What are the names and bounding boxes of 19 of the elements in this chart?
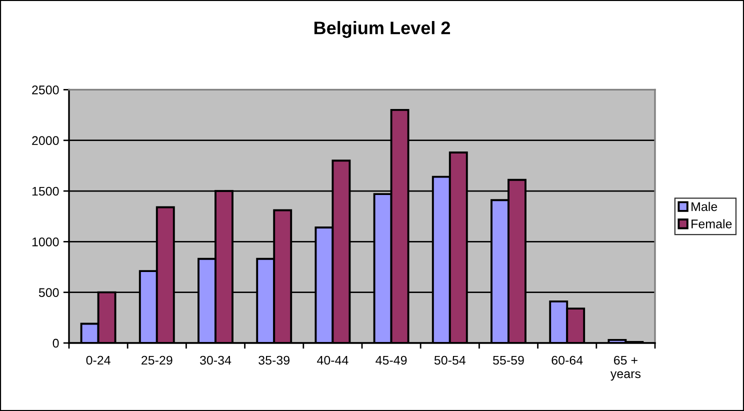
y-tick-label: 1500 <box>32 186 59 196</box>
x-tick-label: 50-54 <box>434 356 466 365</box>
x-tick-label: 45-49 <box>376 356 407 365</box>
x-tick-label: 30-34 <box>200 356 232 365</box>
x-tick-label: 0-24 <box>86 356 110 365</box>
x-tick-label: 55-59 <box>493 356 524 365</box>
y-tick-label: 2000 <box>32 136 59 146</box>
y-tick-label: 2500 <box>32 86 59 94</box>
chart-title: Belgium Level 2 <box>314 21 450 38</box>
legend-label: Male <box>692 202 718 212</box>
x-tick-label: 65 + years <box>610 356 641 381</box>
x-tick-label: 60-64 <box>552 356 583 365</box>
legend-label: Female <box>692 219 732 228</box>
x-tick-label: 25-29 <box>142 356 172 365</box>
x-tick-label: 35-39 <box>258 356 290 365</box>
x-tick-label: 40-44 <box>317 356 348 365</box>
y-tick-label: 0 <box>52 338 59 348</box>
y-tick-label: 1000 <box>32 237 59 246</box>
y-tick-label: 500 <box>38 288 59 297</box>
